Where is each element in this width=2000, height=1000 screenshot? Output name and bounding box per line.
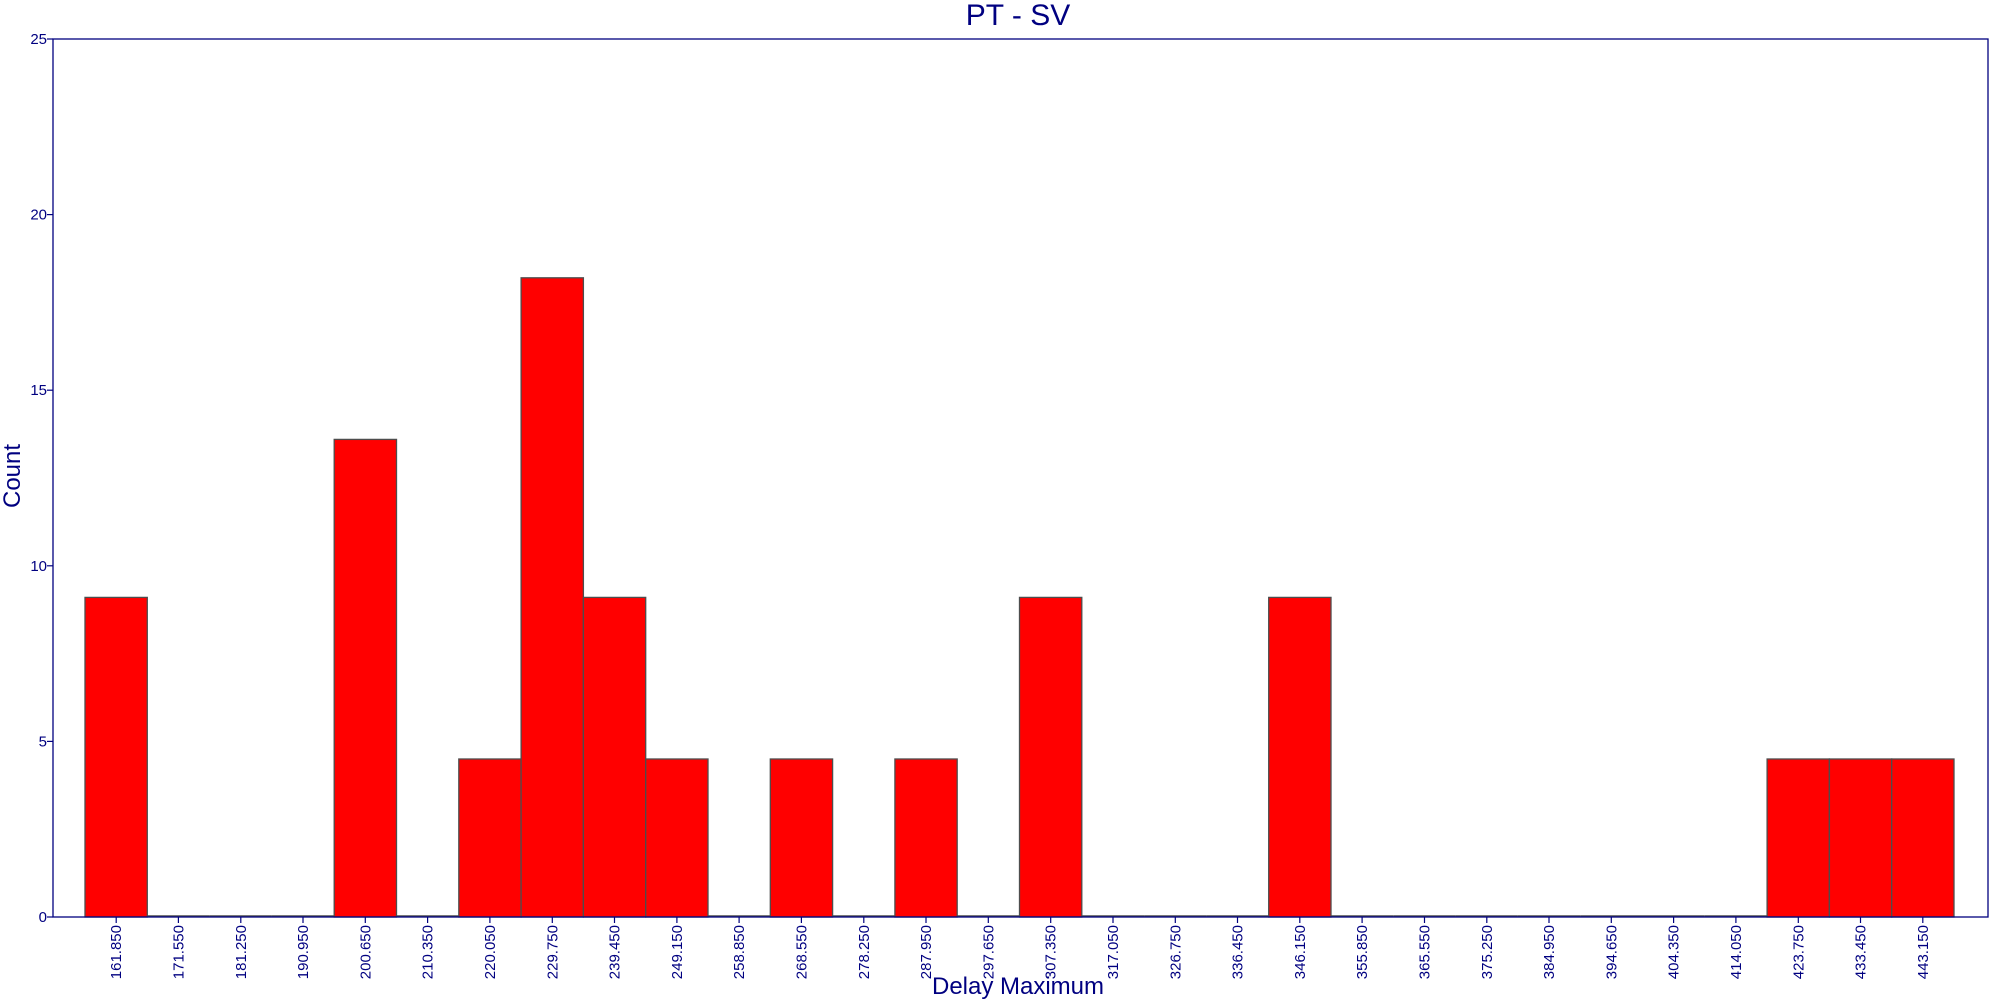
x-tick-label: 220.050 [482,925,499,979]
x-tick-label: 239.450 [607,925,624,979]
bar-423.750 [1766,758,1831,918]
x-tick-label: 443.150 [1915,925,1932,979]
x-tick-label: 229.750 [544,925,561,979]
y-tick-label: 5 [39,733,47,750]
x-tick-label: 336.450 [1230,925,1247,979]
bar-268.550 [769,758,834,918]
x-axis-label: Delay Maximum [932,973,1104,1000]
x-tick-label: 268.550 [793,925,810,979]
bar-433.450 [1828,758,1893,918]
x-tick-label: 161.850 [108,925,125,979]
bar-307.350 [1018,596,1083,918]
x-tick-label: 278.250 [856,925,873,979]
x-tick-label: 249.150 [669,925,686,979]
bar-346.150 [1268,596,1332,918]
y-tick-label: 25 [30,31,47,48]
x-tick-label: 258.850 [731,925,748,979]
bar-239.450 [582,596,647,918]
chart-title: PT - SV [966,0,1070,32]
x-tick-label: 365.550 [1417,925,1434,979]
x-tick-label: 414.050 [1728,925,1745,979]
bar-220.050 [458,758,522,918]
x-tick-label: 404.350 [1666,925,1683,979]
x-tick-label: 181.250 [233,925,250,979]
bar-229.750 [520,277,585,918]
y-tick-label: 10 [30,558,47,575]
axes-layer [52,38,1989,918]
x-tick-label: 423.750 [1790,925,1807,979]
x-ticks-layer: 161.850 171.550 181.250 190.950 200.650 210.3… [108,917,1932,979]
y-axis-label: Count [0,444,26,508]
x-tick-label: 375.250 [1479,925,1496,979]
x-tick-label: 355.850 [1354,925,1371,979]
x-tick-label: 171.550 [170,925,187,979]
y-tick-label: 15 [30,382,47,399]
bar-161.850 [84,596,148,918]
bar-443.150 [1891,758,1955,918]
x-tick-label: 190.950 [295,925,312,979]
x-tick-label: 307.350 [1043,925,1060,979]
x-tick-label: 384.950 [1541,925,1558,979]
bar-200.650 [333,438,398,918]
y-ticks-layer: 0 5 10 15 20 25 [30,31,53,926]
x-tick-label: 326.750 [1167,925,1184,979]
x-tick-label: 433.450 [1853,925,1870,979]
x-tick-label: 394.650 [1603,925,1620,979]
x-tick-label: 297.650 [980,925,997,979]
bar-249.150 [645,758,709,918]
x-tick-label: 200.650 [357,925,374,979]
x-tick-label: 317.050 [1105,925,1122,979]
bars-layer [84,277,1955,918]
y-tick-label: 20 [30,207,47,224]
plot-frame [52,38,1989,918]
x-tick-label: 346.150 [1292,925,1309,979]
bar-287.950 [894,758,958,918]
x-tick-label: 210.350 [420,925,437,979]
y-tick-label: 0 [39,909,47,926]
x-tick-label: 287.950 [918,925,935,979]
